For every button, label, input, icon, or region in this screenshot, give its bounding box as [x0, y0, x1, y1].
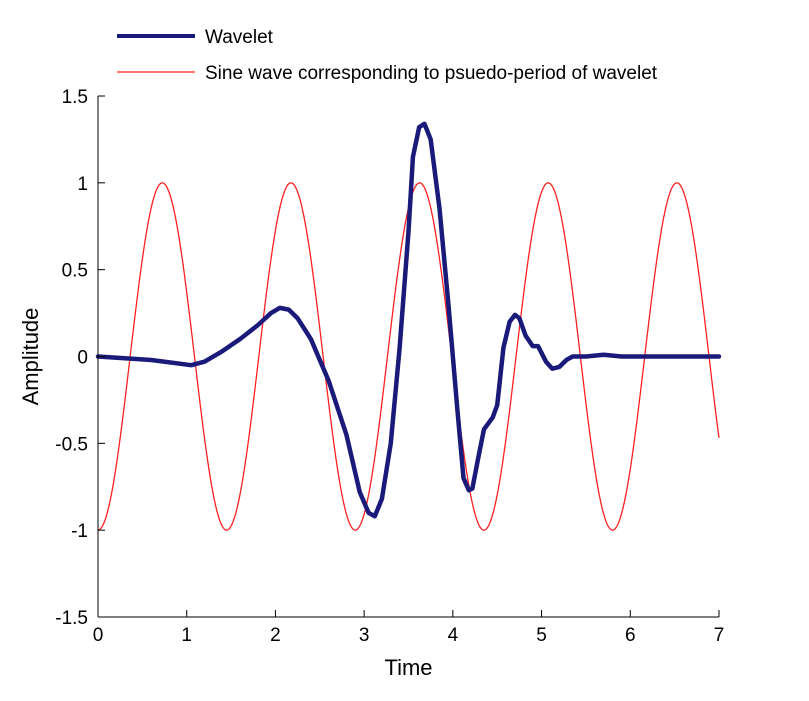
x-tick-label: 3 — [359, 625, 370, 646]
x-axis-title: Time — [384, 655, 432, 680]
y-tick-label: 1 — [77, 174, 88, 195]
axis-layer: 0 1 2 3 4 5 6 7 -1.5 -1 -0.5 0 0.5 1 1.5 — [55, 87, 724, 646]
y-axis-title: Amplitude — [18, 308, 43, 406]
legend-label-sine: Sine wave corresponding to psuedo-period… — [205, 63, 658, 84]
legend-label-wavelet: Wavelet — [205, 27, 274, 48]
x-tick-label: 5 — [536, 625, 547, 646]
x-tick-label: 6 — [625, 625, 636, 646]
y-tick-label: 0 — [77, 348, 88, 369]
plot-layer — [95, 121, 722, 531]
y-tick-label: -0.5 — [55, 434, 88, 455]
x-tick-label: 2 — [270, 625, 281, 646]
y-tick-label: -1 — [71, 521, 88, 542]
legend: Wavelet Sine wave corresponding to psued… — [117, 27, 658, 84]
series-line-wavelet — [95, 121, 722, 519]
x-tick-label: 4 — [448, 625, 459, 646]
x-tick-label: 7 — [714, 625, 725, 646]
x-tick-label: 0 — [93, 625, 104, 646]
y-tick-label: -1.5 — [55, 608, 88, 629]
y-tick-label: 0.5 — [62, 261, 88, 282]
y-tick-label: 1.5 — [62, 87, 88, 108]
x-tick-label: 1 — [181, 625, 192, 646]
